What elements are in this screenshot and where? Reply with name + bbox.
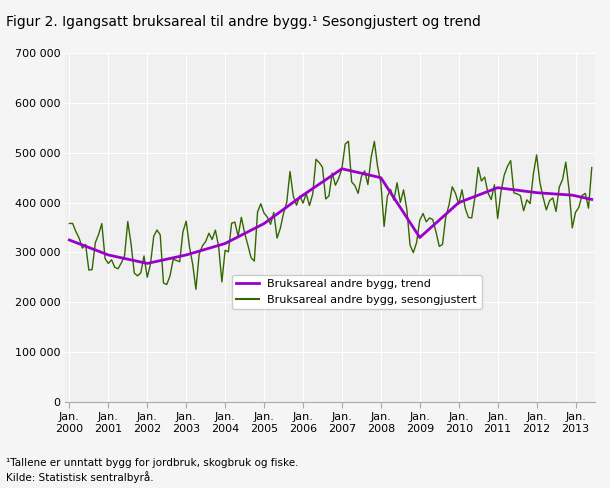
Legend: Bruksareal andre bygg, trend, Bruksareal andre bygg, sesongjustert: Bruksareal andre bygg, trend, Bruksareal… [232, 275, 481, 309]
Text: Figur 2. Igangsatt bruksareal til andre bygg.¹ Sesongjustert og trend: Figur 2. Igangsatt bruksareal til andre … [6, 15, 481, 29]
Text: Kilde: Statistisk sentralbyrå.: Kilde: Statistisk sentralbyrå. [6, 471, 154, 483]
Text: ¹Tallene er unntatt bygg for jordbruk, skogbruk og fiske.: ¹Tallene er unntatt bygg for jordbruk, s… [6, 459, 299, 468]
